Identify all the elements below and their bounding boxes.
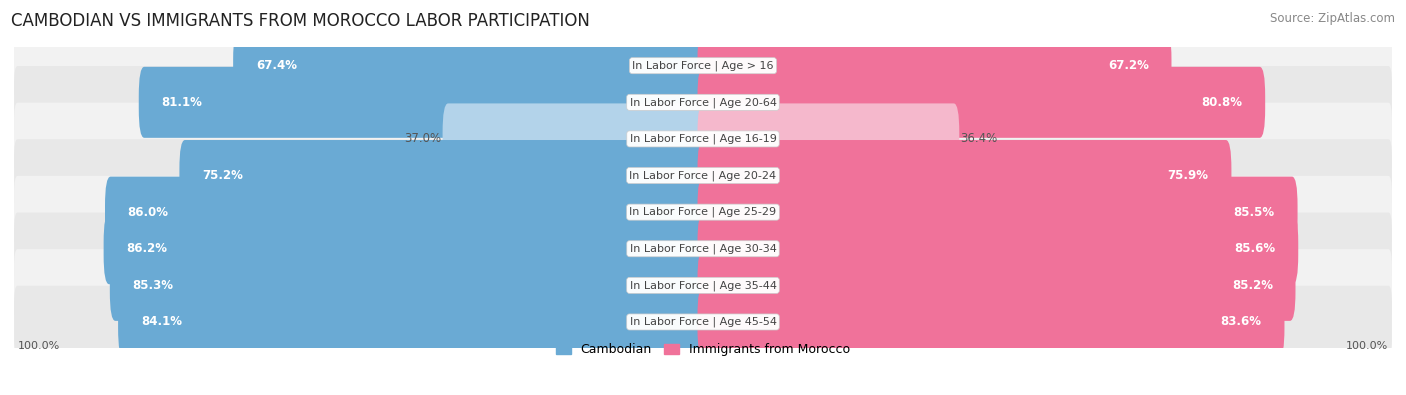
Text: Source: ZipAtlas.com: Source: ZipAtlas.com <box>1270 12 1395 25</box>
FancyBboxPatch shape <box>14 286 1392 358</box>
FancyBboxPatch shape <box>14 176 1392 248</box>
FancyBboxPatch shape <box>697 103 959 175</box>
Text: 80.8%: 80.8% <box>1202 96 1243 109</box>
FancyBboxPatch shape <box>14 66 1392 139</box>
Text: 83.6%: 83.6% <box>1220 316 1261 329</box>
Text: 84.1%: 84.1% <box>141 316 181 329</box>
Text: 75.2%: 75.2% <box>202 169 243 182</box>
Text: CAMBODIAN VS IMMIGRANTS FROM MOROCCO LABOR PARTICIPATION: CAMBODIAN VS IMMIGRANTS FROM MOROCCO LAB… <box>11 12 591 30</box>
FancyBboxPatch shape <box>697 140 1232 211</box>
Text: 86.2%: 86.2% <box>127 242 167 255</box>
Text: In Labor Force | Age > 16: In Labor Force | Age > 16 <box>633 60 773 71</box>
FancyBboxPatch shape <box>180 140 709 211</box>
FancyBboxPatch shape <box>118 286 709 357</box>
FancyBboxPatch shape <box>697 213 1298 284</box>
Text: 37.0%: 37.0% <box>404 132 441 145</box>
Text: 100.0%: 100.0% <box>1347 341 1389 351</box>
Text: In Labor Force | Age 16-19: In Labor Force | Age 16-19 <box>630 134 776 144</box>
Text: 67.4%: 67.4% <box>256 59 297 72</box>
FancyBboxPatch shape <box>104 213 709 284</box>
Text: In Labor Force | Age 30-34: In Labor Force | Age 30-34 <box>630 243 776 254</box>
FancyBboxPatch shape <box>697 177 1298 248</box>
FancyBboxPatch shape <box>443 103 709 175</box>
Text: 100.0%: 100.0% <box>17 341 59 351</box>
Text: 85.6%: 85.6% <box>1234 242 1275 255</box>
FancyBboxPatch shape <box>110 250 709 321</box>
Text: In Labor Force | Age 20-64: In Labor Force | Age 20-64 <box>630 97 776 107</box>
FancyBboxPatch shape <box>14 213 1392 285</box>
FancyBboxPatch shape <box>697 286 1285 357</box>
FancyBboxPatch shape <box>697 250 1295 321</box>
FancyBboxPatch shape <box>139 67 709 138</box>
Legend: Cambodian, Immigrants from Morocco: Cambodian, Immigrants from Morocco <box>555 343 851 356</box>
Text: In Labor Force | Age 20-24: In Labor Force | Age 20-24 <box>630 170 776 181</box>
FancyBboxPatch shape <box>14 30 1392 102</box>
FancyBboxPatch shape <box>14 249 1392 322</box>
FancyBboxPatch shape <box>233 30 709 101</box>
Text: 85.3%: 85.3% <box>132 279 173 292</box>
Text: 36.4%: 36.4% <box>960 132 998 145</box>
Text: In Labor Force | Age 25-29: In Labor Force | Age 25-29 <box>630 207 776 217</box>
Text: 67.2%: 67.2% <box>1108 59 1149 72</box>
FancyBboxPatch shape <box>105 177 709 248</box>
FancyBboxPatch shape <box>697 67 1265 138</box>
FancyBboxPatch shape <box>697 30 1171 101</box>
Text: 85.2%: 85.2% <box>1232 279 1272 292</box>
Text: 81.1%: 81.1% <box>162 96 202 109</box>
Text: 75.9%: 75.9% <box>1167 169 1209 182</box>
Text: In Labor Force | Age 35-44: In Labor Force | Age 35-44 <box>630 280 776 291</box>
Text: 85.5%: 85.5% <box>1233 206 1275 219</box>
FancyBboxPatch shape <box>14 103 1392 175</box>
Text: In Labor Force | Age 45-54: In Labor Force | Age 45-54 <box>630 317 776 327</box>
Text: 86.0%: 86.0% <box>128 206 169 219</box>
FancyBboxPatch shape <box>14 139 1392 212</box>
